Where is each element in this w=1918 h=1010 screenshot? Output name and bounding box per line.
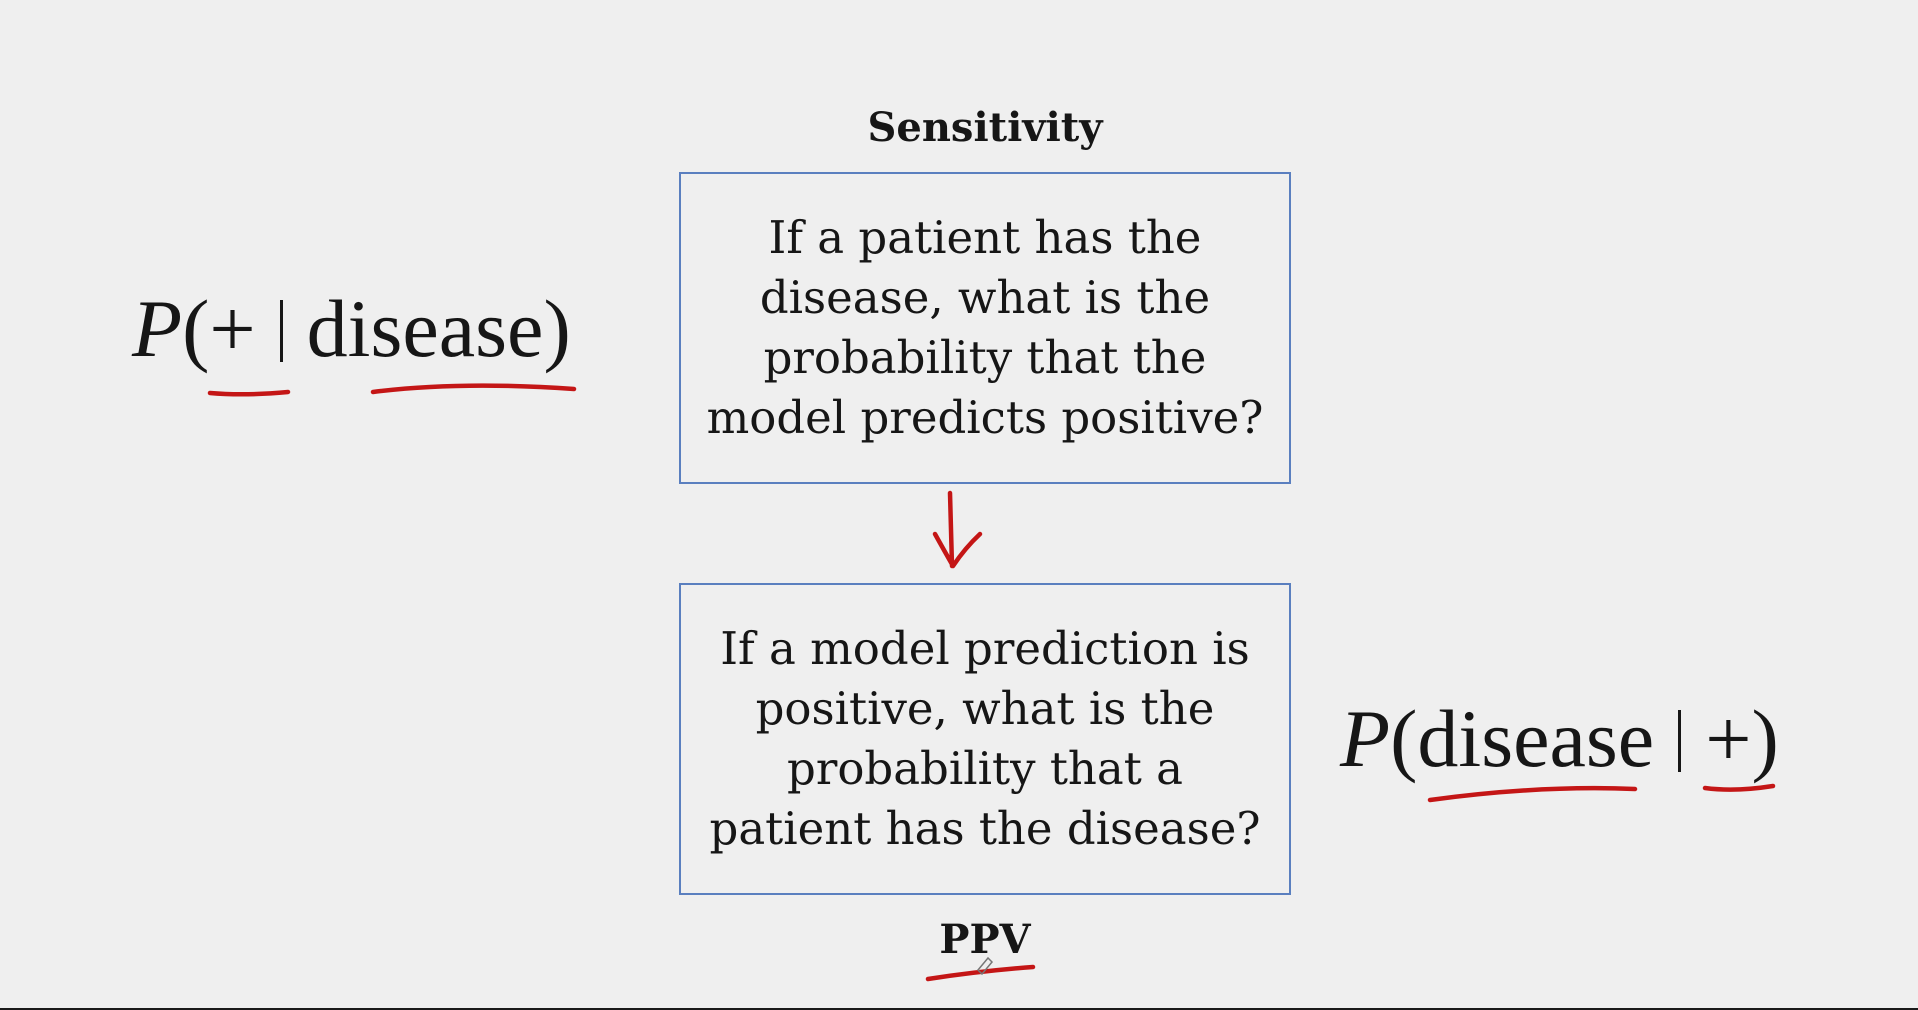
underline-plus-left xyxy=(210,392,288,394)
probability-symbol: P xyxy=(132,283,182,374)
ppv-definition-text: If a model prediction is positive, what … xyxy=(681,619,1289,859)
underline-disease-right xyxy=(1430,788,1635,800)
conditional-bar xyxy=(280,300,283,362)
open-paren: ( xyxy=(1390,693,1417,784)
condition-disease: disease xyxy=(307,283,544,374)
condition-positive: + xyxy=(1705,693,1751,784)
close-paren: ) xyxy=(543,283,570,374)
ppv-definition-box: If a model prediction is positive, what … xyxy=(679,583,1291,895)
open-paren: ( xyxy=(182,283,209,374)
sensitivity-definition-text: If a patient has the disease, what is th… xyxy=(681,208,1289,448)
underline-disease-left xyxy=(373,386,574,392)
sensitivity-definition-box: If a patient has the disease, what is th… xyxy=(679,172,1291,484)
underline-ppv xyxy=(928,967,1033,979)
sensitivity-heading: Sensitivity xyxy=(820,104,1150,151)
probability-symbol: P xyxy=(1340,693,1390,784)
close-paren: ) xyxy=(1751,693,1778,784)
positive-symbol: + xyxy=(209,283,255,374)
underline-plus-right xyxy=(1705,786,1773,790)
down-arrow-icon xyxy=(935,493,980,566)
sensitivity-formula: P(+ disease) xyxy=(132,288,571,370)
ppv-heading: PPV xyxy=(890,916,1080,963)
event-disease: disease xyxy=(1417,693,1654,784)
conditional-bar xyxy=(1678,710,1681,772)
ppv-formula: P(disease +) xyxy=(1340,698,1779,780)
